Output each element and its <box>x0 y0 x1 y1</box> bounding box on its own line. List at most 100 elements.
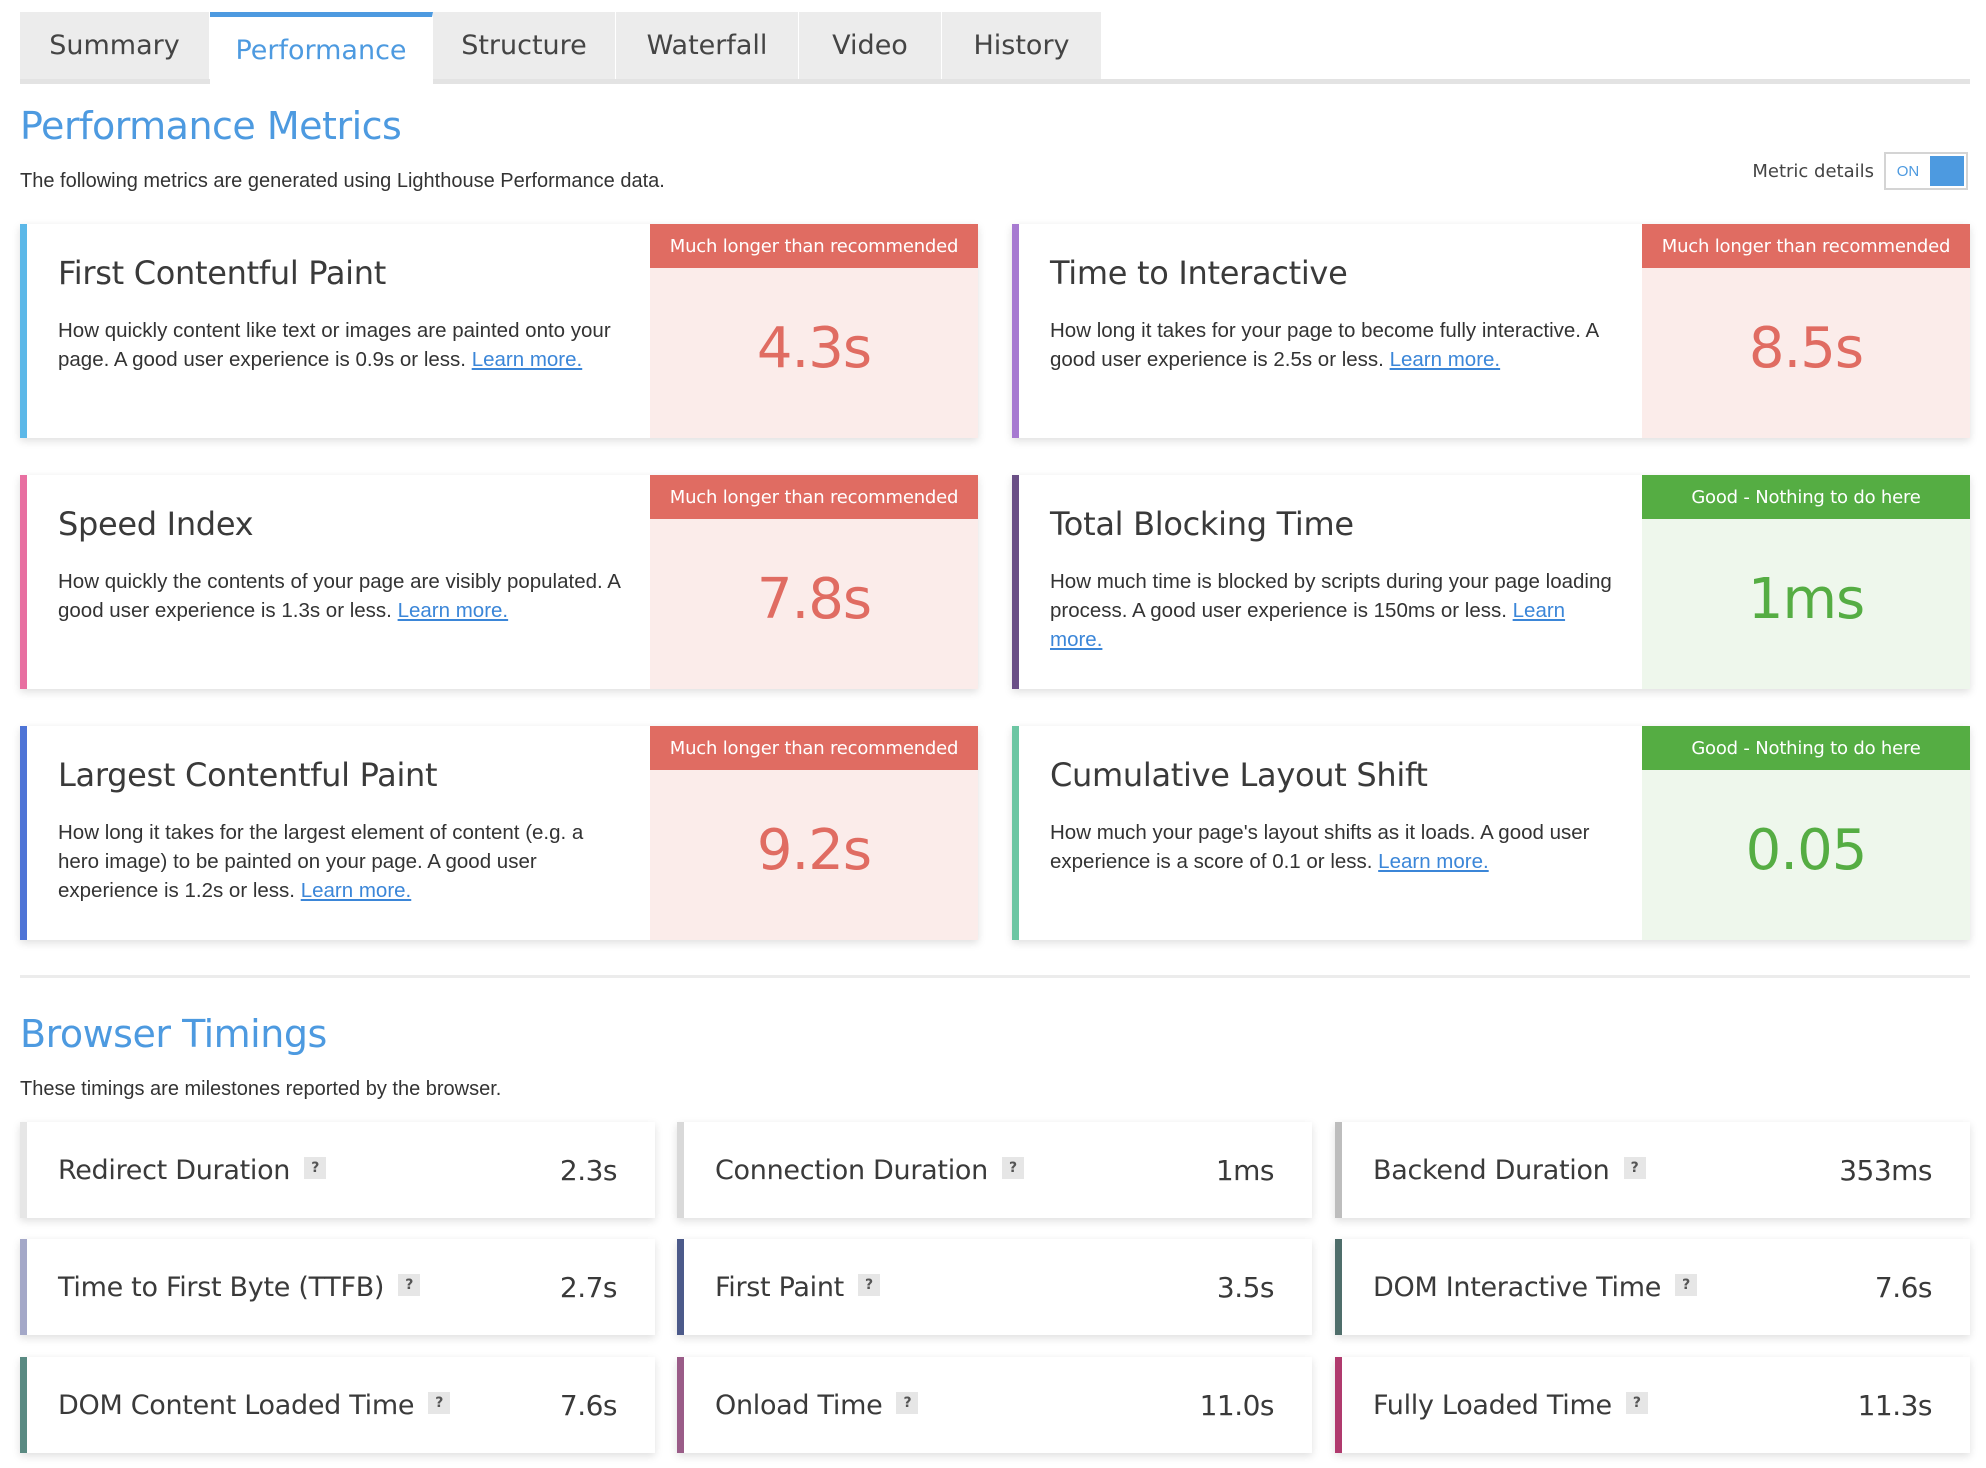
metric-value: 1ms <box>1747 566 1865 632</box>
metric-description-text: How much time is blocked by scripts duri… <box>1050 570 1612 622</box>
metric-value: 0.05 <box>1745 817 1868 883</box>
metric-description: How quickly the contents of your page ar… <box>58 567 620 625</box>
metric-description: How much time is blocked by scripts duri… <box>1050 567 1612 654</box>
section-divider <box>20 975 1970 978</box>
metric-description-text: How much your page's layout shifts as it… <box>1050 821 1590 873</box>
metric-details-toggle[interactable]: ON <box>1884 152 1968 190</box>
toggle-state-text: ON <box>1896 162 1920 180</box>
learn-more-link[interactable]: Learn more. <box>1389 348 1501 371</box>
tab-bar: Summary Performance Structure Waterfall … <box>20 12 1970 84</box>
metric-card-cls: Cumulative Layout Shift How much your pa… <box>1012 726 1970 940</box>
metric-info: Cumulative Layout Shift How much your pa… <box>1019 726 1642 940</box>
metric-card-speed-index: Speed Index How quickly the contents of … <box>20 475 978 689</box>
timing-name-text: Onload Time <box>715 1389 883 1421</box>
toggle-knob <box>1930 156 1964 186</box>
performance-metrics-title: Performance Metrics <box>20 104 402 148</box>
tab-summary[interactable]: Summary <box>20 12 210 79</box>
status-badge: Much longer than recommended <box>650 224 978 268</box>
metric-name: Total Blocking Time <box>1050 505 1354 543</box>
performance-metrics-subtitle: The following metrics are generated usin… <box>20 170 665 192</box>
timing-card-connection-duration: Connection Duration? 1ms <box>677 1122 1312 1218</box>
metric-name: Speed Index <box>58 505 254 543</box>
tab-performance[interactable]: Performance <box>210 12 433 84</box>
browser-timings-title: Browser Timings <box>20 1012 327 1056</box>
timing-name-text: Backend Duration <box>1373 1154 1610 1186</box>
tab-waterfall[interactable]: Waterfall <box>616 12 799 79</box>
metric-info: Speed Index How quickly the contents of … <box>27 475 650 689</box>
tab-bar-underline <box>20 79 1970 84</box>
metric-score: Good - Nothing to do here 1ms <box>1642 475 1970 689</box>
metric-card-tti: Time to Interactive How long it takes fo… <box>1012 224 1970 438</box>
timing-card-onload: Onload Time? 11.0s <box>677 1357 1312 1453</box>
tab-row: Summary Performance Structure Waterfall … <box>20 12 1102 84</box>
metric-name: Time to Interactive <box>1050 254 1348 292</box>
help-icon[interactable]: ? <box>896 1392 919 1414</box>
metric-description: How quickly content like text or images … <box>58 316 620 374</box>
metric-score: Much longer than recommended 4.3s <box>650 224 978 438</box>
metric-details-label: Metric details <box>1752 160 1874 182</box>
metric-score: Much longer than recommended 9.2s <box>650 726 978 940</box>
help-icon[interactable]: ? <box>398 1274 421 1296</box>
help-icon[interactable]: ? <box>428 1392 451 1414</box>
timing-card-backend-duration: Backend Duration? 353ms <box>1335 1122 1970 1218</box>
tab-video[interactable]: Video <box>799 12 942 79</box>
metric-card-tbt: Total Blocking Time How much time is blo… <box>1012 475 1970 689</box>
timing-value: 11.3s <box>1857 1388 1933 1422</box>
timing-name-text: Connection Duration <box>715 1154 988 1186</box>
timing-name: Time to First Byte (TTFB)? <box>58 1271 421 1303</box>
learn-more-link[interactable]: Learn more. <box>1050 599 1566 651</box>
metric-description: How long it takes for the largest elemen… <box>58 818 620 905</box>
timing-value: 11.0s <box>1199 1388 1275 1422</box>
tab-structure[interactable]: Structure <box>433 12 616 79</box>
help-icon[interactable]: ? <box>1625 1392 1648 1414</box>
status-badge: Much longer than recommended <box>650 475 978 519</box>
metric-value: 4.3s <box>756 315 872 381</box>
timing-card-dom-content-loaded: DOM Content Loaded Time? 7.6s <box>20 1357 655 1453</box>
timing-card-first-paint: First Paint? 3.5s <box>677 1239 1312 1335</box>
metric-card-lcp: Largest Contentful Paint How long it tak… <box>20 726 978 940</box>
status-badge: Much longer than recommended <box>650 726 978 770</box>
timing-name-text: Redirect Duration <box>58 1154 291 1186</box>
help-icon[interactable]: ? <box>1623 1157 1646 1179</box>
timing-card-fully-loaded: Fully Loaded Time? 11.3s <box>1335 1357 1970 1453</box>
metric-info: Largest Contentful Paint How long it tak… <box>27 726 650 940</box>
metric-score: Much longer than recommended 7.8s <box>650 475 978 689</box>
help-icon[interactable]: ? <box>1001 1157 1024 1179</box>
metric-name: First Contentful Paint <box>58 254 386 292</box>
metric-value: 9.2s <box>756 817 872 883</box>
timing-value: 7.6s <box>1874 1270 1933 1304</box>
metric-description-text: How quickly content like text or images … <box>58 319 611 371</box>
help-icon[interactable]: ? <box>1675 1274 1698 1296</box>
timing-name: Onload Time? <box>715 1389 919 1421</box>
browser-timings-subtitle: These timings are milestones reported by… <box>20 1078 502 1100</box>
metric-value: 8.5s <box>1748 315 1864 381</box>
metric-info: Time to Interactive How long it takes fo… <box>1019 224 1642 438</box>
metric-description: How long it takes for your page to becom… <box>1050 316 1612 374</box>
learn-more-link[interactable]: Learn more. <box>397 599 509 622</box>
timing-name: Backend Duration? <box>1373 1155 1646 1186</box>
status-badge: Much longer than recommended <box>1642 224 1970 268</box>
help-icon[interactable]: ? <box>857 1274 880 1296</box>
metric-info: First Contentful Paint How quickly conte… <box>27 224 650 438</box>
timing-name: Connection Duration? <box>715 1155 1024 1186</box>
learn-more-link[interactable]: Learn more. <box>471 348 583 371</box>
timing-value: 2.3s <box>559 1153 618 1187</box>
tab-history[interactable]: History <box>942 12 1102 79</box>
timing-name-text: DOM Interactive Time <box>1373 1271 1662 1303</box>
metric-score: Much longer than recommended 8.5s <box>1642 224 1970 438</box>
help-icon[interactable]: ? <box>304 1157 327 1179</box>
timing-value: 7.6s <box>559 1388 618 1422</box>
timing-name: DOM Interactive Time? <box>1373 1271 1698 1303</box>
learn-more-link[interactable]: Learn more. <box>1378 850 1489 873</box>
metric-score: Good - Nothing to do here 0.05 <box>1642 726 1970 940</box>
timing-name: First Paint? <box>715 1272 880 1303</box>
status-badge: Good - Nothing to do here <box>1642 475 1970 519</box>
timing-name-text: Time to First Byte (TTFB) <box>58 1271 385 1303</box>
metric-description: How much your page's layout shifts as it… <box>1050 818 1612 876</box>
metric-grid: First Contentful Paint How quickly conte… <box>20 224 1970 940</box>
timing-card-dom-interactive: DOM Interactive Time? 7.6s <box>1335 1239 1970 1335</box>
learn-more-link[interactable]: Learn more. <box>300 879 412 902</box>
metric-card-fcp: First Contentful Paint How quickly conte… <box>20 224 978 438</box>
metric-name: Cumulative Layout Shift <box>1050 756 1428 794</box>
timing-value: 3.5s <box>1216 1270 1275 1304</box>
